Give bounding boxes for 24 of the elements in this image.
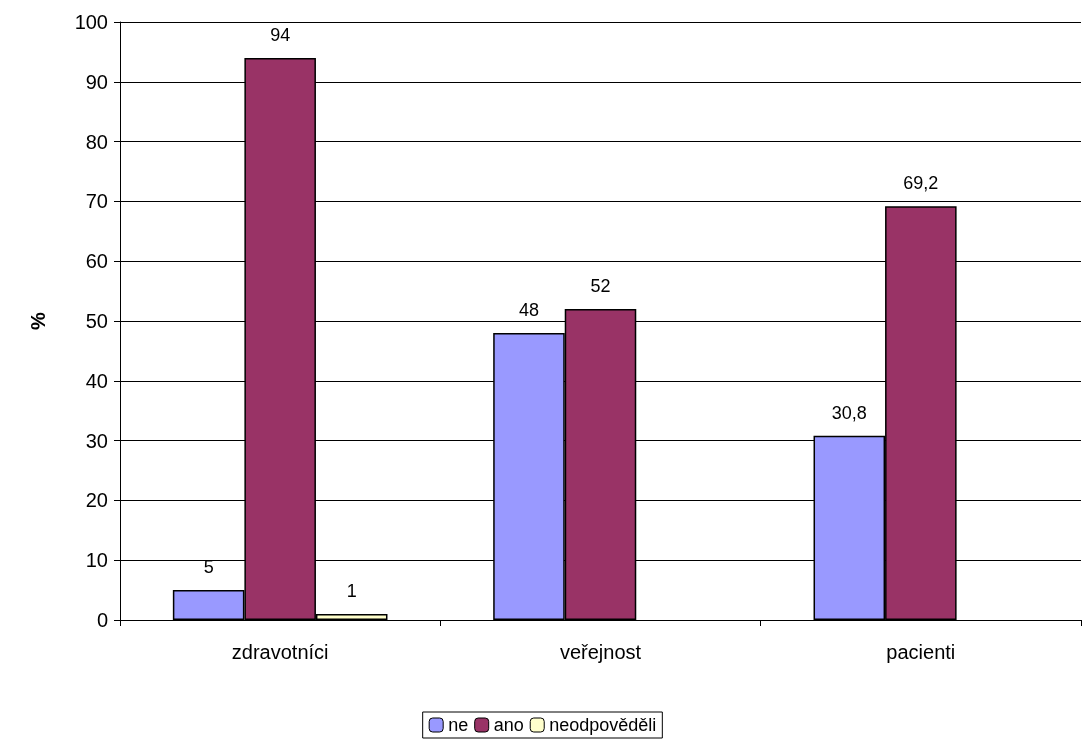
- y-tick-label: 80: [85, 130, 108, 153]
- data-label: 30,8: [831, 402, 867, 423]
- y-tick-label: 0: [96, 609, 108, 631]
- data-label: 69,2: [903, 173, 939, 194]
- y-tick-label: 50: [85, 310, 108, 332]
- x-tick-label: veřejnost: [559, 641, 642, 663]
- y-tick-label: 30: [85, 429, 108, 452]
- legend-label: ne: [448, 715, 469, 735]
- y-axis-title: %: [27, 311, 49, 330]
- y-tick-label: 70: [85, 190, 108, 213]
- y-tick-label: 20: [85, 489, 108, 512]
- data-label: 1: [346, 581, 357, 602]
- x-tick-label: zdravotníci: [231, 641, 329, 663]
- legend-label: ano: [493, 715, 524, 735]
- y-tick-label: 40: [85, 369, 108, 392]
- data-label: 48: [518, 299, 539, 320]
- legend-label: neodpověděli: [549, 715, 657, 735]
- y-tick-label: 60: [85, 250, 108, 273]
- x-tick-label: pacienti: [886, 641, 956, 663]
- data-label: 94: [270, 24, 291, 45]
- y-tick-label: 100: [74, 11, 108, 33]
- y-tick-label: 90: [85, 70, 108, 93]
- data-label: 52: [590, 276, 611, 297]
- y-tick-label: 10: [85, 549, 108, 572]
